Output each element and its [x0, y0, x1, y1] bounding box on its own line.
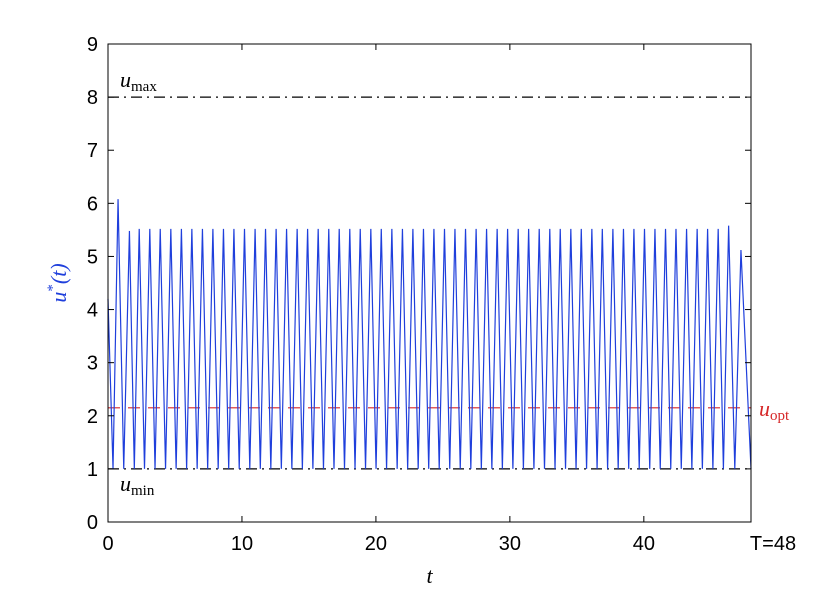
x-tick-label: 30 [499, 533, 521, 555]
y-axis-label: u*(t) [45, 263, 71, 302]
x-tick-label: 0 [102, 533, 113, 555]
y-tick-label: 2 [87, 406, 98, 428]
x-axis-label: t [426, 563, 433, 588]
u-star-series-line [107, 199, 752, 469]
y-axis-ticks: 0 1 2 3 4 5 6 7 8 9 [87, 34, 751, 534]
u-min-label: umin [120, 471, 155, 499]
plot-frame [107, 43, 752, 523]
y-tick-label: 4 [87, 300, 98, 322]
labels-layer: umax umin uopt t u*(t) [45, 67, 790, 588]
x-tick-label: 10 [231, 533, 253, 555]
x-tick-label: 40 [633, 533, 655, 555]
y-tick-label: 6 [87, 193, 98, 215]
y-tick-label: 0 [87, 512, 98, 534]
u-max-label: umax [120, 67, 157, 95]
x-tick-label: 20 [365, 533, 387, 555]
y-tick-label: 3 [87, 353, 98, 375]
y-tick-label: 7 [87, 140, 98, 162]
u-opt-label: uopt [759, 396, 790, 424]
y-tick-label: 8 [87, 87, 98, 109]
x-axis-ticks: 0 10 20 30 40 T=48 [102, 44, 796, 555]
y-tick-label: 1 [87, 459, 98, 481]
x-end-label: T=48 [750, 533, 796, 555]
series-layer [107, 199, 752, 469]
y-tick-label: 9 [87, 34, 98, 56]
y-tick-label: 5 [87, 246, 98, 268]
